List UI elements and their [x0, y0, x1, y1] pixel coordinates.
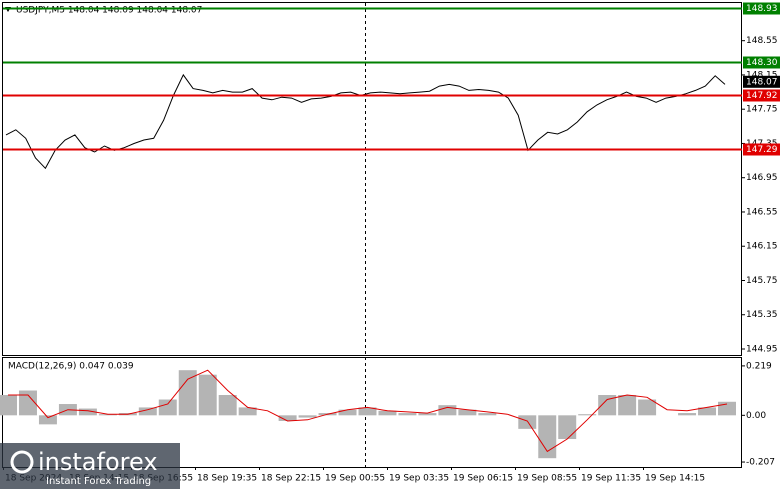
macd-bar [398, 413, 417, 416]
macd-bar [438, 405, 457, 416]
x-tick-label: 19 Sep 06:15 [453, 474, 513, 484]
level-label: 147.29 [746, 145, 778, 155]
watermark: instaforex Instant Forex Trading [0, 443, 180, 489]
y-tick-label: 145.75 [746, 276, 778, 286]
y-tick-label: 148.55 [746, 36, 778, 46]
y-tick-label: 148.15 [746, 70, 778, 80]
macd-bar [478, 413, 497, 416]
x-tick-label: 18 Sep 22:15 [261, 474, 321, 484]
watermark-tagline: Instant Forex Trading [46, 476, 151, 487]
x-tick-label: 19 Sep 11:35 [581, 474, 641, 484]
x-tick-label: 18 Sep 19:35 [197, 474, 257, 484]
x-tick-label: 19 Sep 08:55 [517, 474, 577, 484]
price-line [5, 73, 726, 170]
y-tick-label: 146.55 [746, 207, 778, 217]
macd-title: MACD(12,26,9) 0.047 0.039 [8, 362, 134, 372]
y-tick-label: 146.15 [746, 242, 778, 252]
macd-bar [198, 374, 217, 416]
macd-bar [718, 401, 736, 416]
level-label: 147.92 [746, 91, 778, 101]
macd-bar [238, 407, 257, 416]
chart-title: USDJPY,M5 148.04 148.09 148.04 148.07 [16, 6, 202, 16]
y-tick-label: 146.95 [746, 173, 778, 183]
macd-tick-label: -0.207 [746, 458, 775, 468]
macd-bar [298, 415, 317, 418]
y-tick-label: 145.35 [746, 310, 778, 320]
y-tick-label: 144.95 [746, 345, 778, 355]
macd-bar [138, 407, 157, 416]
level-label-bg [743, 89, 780, 102]
x-tick-label: 19 Sep 14:15 [645, 474, 705, 484]
macd-bar [678, 413, 697, 416]
watermark-brand: instaforex [38, 448, 158, 476]
macd-bar [538, 415, 557, 459]
level-label-bg [743, 143, 780, 156]
y-tick-label: 147.75 [746, 105, 778, 115]
macd-bar [38, 415, 57, 425]
macd-bar [378, 410, 397, 416]
macd-bar [98, 414, 117, 416]
level-label-bg [743, 2, 780, 15]
macd-bar [458, 409, 477, 416]
macd-tick-label: 0.219 [746, 361, 772, 371]
price-panel [2, 2, 742, 356]
macd-bar [618, 395, 637, 416]
macd-bar [418, 413, 437, 416]
x-tick-label: 19 Sep 00:55 [325, 474, 385, 484]
macd-bar [698, 407, 717, 416]
macd-bar [218, 395, 237, 416]
level-label-bg [743, 56, 780, 69]
watermark-logo [10, 450, 34, 474]
macd-bar [598, 395, 617, 416]
signal-line [8, 369, 728, 453]
last-price-bg [743, 75, 780, 88]
macd-bar [558, 415, 577, 440]
macd-bar [78, 408, 97, 416]
level-label: 148.30 [746, 58, 778, 68]
macd-bar [18, 390, 37, 416]
macd-bar [518, 415, 537, 429]
x-tick-label: 19 Sep 03:35 [389, 474, 449, 484]
last-price-label: 148.07 [746, 77, 778, 87]
macd-bar [158, 399, 177, 416]
macd-tick-label: 0.00 [746, 411, 766, 421]
macd-bar [578, 414, 597, 416]
macd-bar [278, 415, 297, 421]
macd-bar [178, 370, 197, 416]
macd-bar [0, 395, 17, 416]
macd-bar [358, 407, 377, 416]
level-label: 148.93 [746, 4, 778, 14]
macd-bar [638, 399, 657, 416]
macd-bar [338, 409, 357, 416]
